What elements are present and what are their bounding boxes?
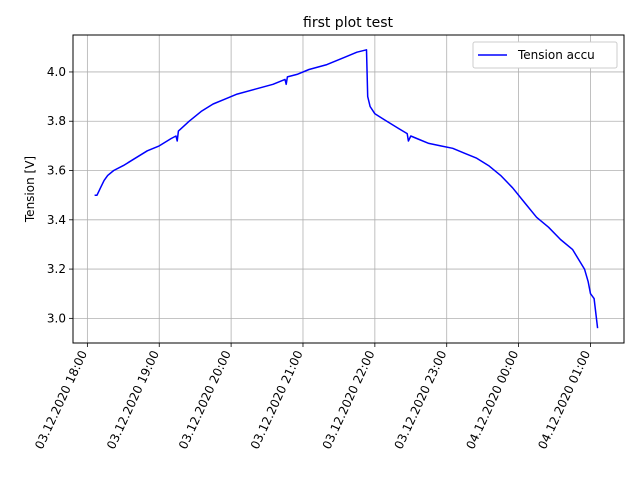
x-tick-label: 03.12.2020 20:00 xyxy=(176,348,234,451)
x-tick-label: 04.12.2020 01:00 xyxy=(535,348,593,451)
y-tick-label: 4.0 xyxy=(47,65,66,79)
y-tick-label: 3.2 xyxy=(47,262,66,276)
plot-frame xyxy=(72,34,625,344)
x-tick-label: 03.12.2020 23:00 xyxy=(391,348,449,451)
x-tick-label: 03.12.2020 22:00 xyxy=(320,348,378,451)
y-tick-label: 3.8 xyxy=(47,114,66,128)
series-layer xyxy=(94,49,599,329)
series-line xyxy=(94,49,599,329)
legend-label: Tension accu xyxy=(517,48,595,62)
legend-box xyxy=(472,41,618,69)
y-tick-label: 3.0 xyxy=(47,311,66,325)
y-tick-label: 3.6 xyxy=(47,164,66,178)
y-tick-label: 3.4 xyxy=(47,213,66,227)
x-tick-label: 03.12.2020 21:00 xyxy=(248,348,306,451)
y-axis: 3.0 3.2 3.4 3.6 3.8 4.0 xyxy=(47,65,73,325)
chart-title: first plot test xyxy=(303,15,393,31)
legend: Tension accu xyxy=(472,41,618,69)
y-axis-label: Tension [V] xyxy=(23,156,37,223)
x-tick-label: 03.12.2020 18:00 xyxy=(32,348,90,451)
x-axis: 03.12.2020 18:00 03.12.2020 19:00 03.12.20… xyxy=(32,343,593,451)
x-tick-label: 04.12.2020 00:00 xyxy=(463,348,521,451)
x-tick-label: 03.12.2020 19:00 xyxy=(104,348,162,451)
plot-background xyxy=(73,35,624,343)
